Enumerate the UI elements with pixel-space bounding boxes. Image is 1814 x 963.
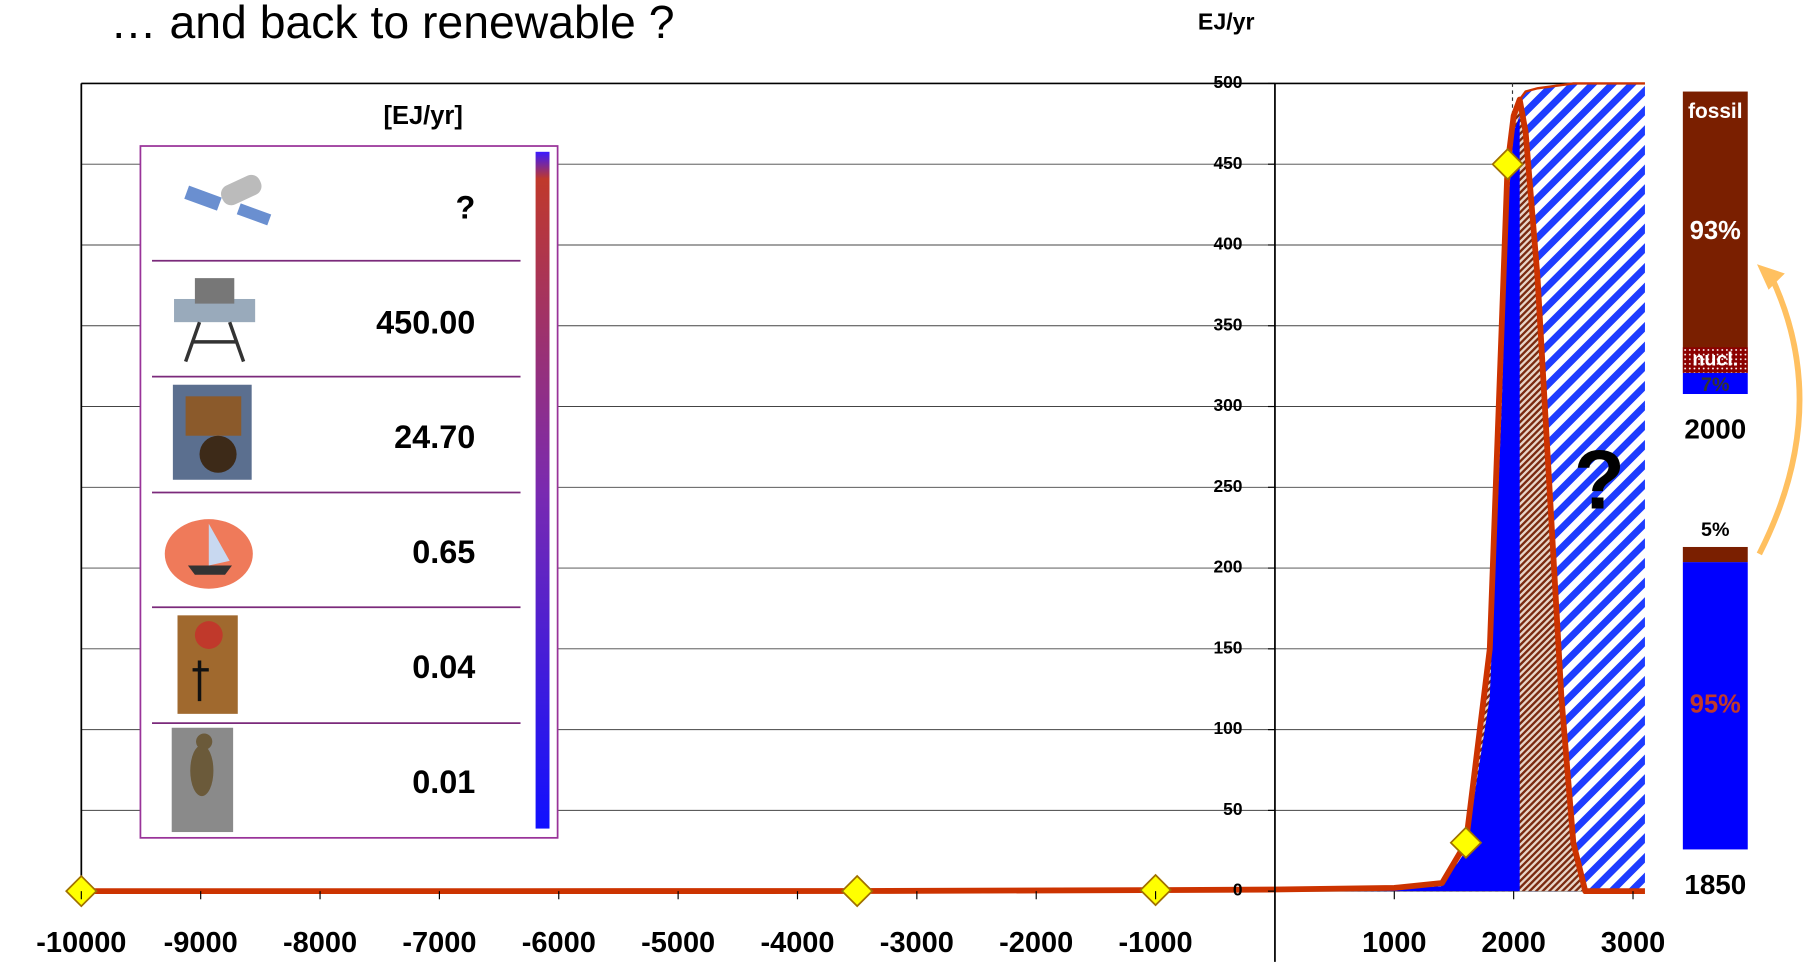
watermill-icon	[172, 384, 252, 480]
x-tick-label: -6000	[522, 927, 596, 959]
arrow	[1756, 274, 1803, 556]
x-tick-label: -8000	[283, 927, 357, 959]
y-tick-label: 250	[1213, 476, 1242, 496]
y-tick-label: 500	[1213, 72, 1242, 92]
marker	[65, 874, 98, 908]
x-tick-label: 1000	[1362, 927, 1426, 959]
x-tick-label: -4000	[760, 927, 834, 959]
x-tick-label: -3000	[880, 927, 954, 959]
oil-rig-icon	[174, 278, 256, 363]
y-tick-label: 50	[1223, 799, 1242, 819]
y-tick-label: 450	[1213, 153, 1242, 173]
marker	[1449, 826, 1483, 859]
x-tick-label: -10000	[36, 927, 126, 959]
share-segment	[1682, 91, 1748, 373]
share-label: 5%	[1701, 519, 1729, 541]
y-tick-label: 350	[1213, 314, 1242, 334]
x-tick-label: -9000	[164, 927, 238, 959]
marker	[1139, 873, 1172, 907]
table-value: ?	[456, 189, 476, 225]
y-tick-label: 100	[1213, 718, 1242, 738]
satellite-icon	[184, 174, 272, 226]
y-tick-label: 0	[1233, 880, 1243, 900]
x-tick-label: -2000	[999, 927, 1073, 959]
future-line	[1512, 82, 1645, 117]
x-tick-label: -7000	[402, 927, 476, 959]
table-value: 0.65	[412, 534, 475, 570]
share-segment	[1682, 546, 1748, 563]
share-label: 7%	[1701, 374, 1729, 396]
share-segment	[1682, 562, 1748, 850]
nucl-band	[1682, 347, 1748, 373]
title: … and back to renewable ?	[110, 0, 674, 48]
segment-name: fossil	[1688, 100, 1742, 123]
table-value: 0.04	[412, 649, 475, 685]
share-segment	[1682, 372, 1748, 395]
y-tick-label: 200	[1213, 557, 1242, 577]
share-label: 93%	[1690, 217, 1741, 245]
x-tick-label: -1000	[1119, 927, 1193, 959]
share-label: 95%	[1690, 690, 1741, 718]
x-tick-label: -5000	[641, 927, 715, 959]
y-tick-label: 400	[1213, 234, 1242, 254]
icons	[164, 174, 272, 833]
inset-header: [EJ/yr]	[384, 102, 463, 130]
share-bar-label: 1850	[1684, 869, 1746, 900]
gradient-bar	[535, 151, 550, 829]
marker	[1491, 147, 1524, 181]
y-tick-label: 150	[1213, 637, 1242, 657]
annotation: ?	[1574, 433, 1625, 527]
arrow-head	[1757, 264, 1785, 290]
caveman-icon	[171, 727, 234, 833]
x-tick-label: 2000	[1481, 927, 1545, 959]
total-line	[81, 96, 1645, 895]
table-value: 24.70	[394, 419, 475, 455]
table-value: 0.01	[412, 764, 475, 800]
egypt-icon	[177, 615, 238, 714]
note: nucl.	[1692, 348, 1738, 370]
table-value: 450.00	[376, 304, 475, 340]
row-dividers	[152, 259, 521, 724]
marker	[840, 874, 874, 908]
y-axis-label: EJ/yr	[1198, 8, 1255, 34]
x-tick-label: 3000	[1601, 927, 1665, 959]
ship-icon	[164, 519, 253, 589]
share-bar-label: 2000	[1684, 413, 1746, 444]
y-tick-label: 300	[1213, 395, 1242, 415]
